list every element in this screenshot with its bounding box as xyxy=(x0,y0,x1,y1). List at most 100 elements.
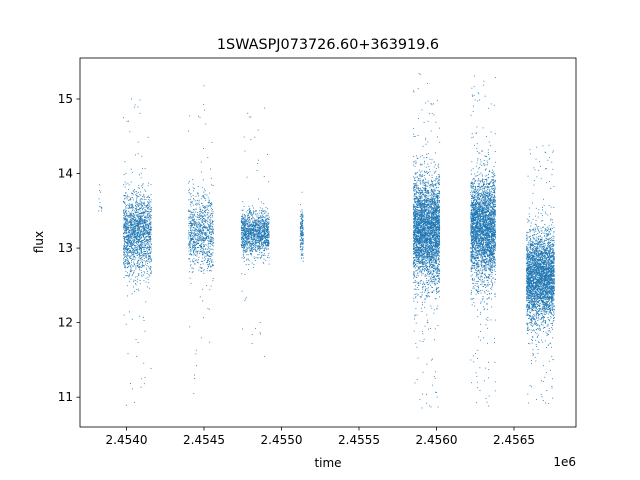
data-point xyxy=(197,115,199,117)
data-point xyxy=(146,286,148,288)
data-point xyxy=(196,240,198,242)
data-point xyxy=(200,244,201,246)
data-point xyxy=(130,218,132,220)
data-point xyxy=(431,264,433,266)
data-point xyxy=(210,265,212,267)
data-point xyxy=(249,240,251,242)
data-point xyxy=(132,223,134,225)
data-point xyxy=(204,224,206,226)
data-point xyxy=(140,214,142,216)
data-point xyxy=(149,247,150,249)
data-point xyxy=(302,225,304,227)
data-point xyxy=(150,251,152,253)
data-point xyxy=(434,339,435,341)
data-point xyxy=(188,209,190,211)
data-point xyxy=(436,227,438,229)
data-point xyxy=(99,190,101,192)
data-point xyxy=(132,210,133,212)
data-point xyxy=(261,256,263,258)
data-point xyxy=(252,227,254,228)
data-point xyxy=(129,241,131,243)
data-point xyxy=(431,201,433,203)
data-point xyxy=(414,206,416,208)
data-point xyxy=(260,226,262,228)
data-point xyxy=(257,246,259,248)
data-point xyxy=(209,240,211,242)
data-point xyxy=(209,245,211,247)
data-point xyxy=(426,363,428,365)
data-point xyxy=(253,207,254,209)
data-point xyxy=(196,250,198,252)
data-point xyxy=(261,201,263,203)
data-point xyxy=(132,228,134,230)
data-point xyxy=(123,314,125,316)
data-point xyxy=(193,261,195,263)
data-point xyxy=(137,227,138,229)
data-point xyxy=(147,246,149,248)
data-point xyxy=(201,243,202,245)
data-point xyxy=(242,222,244,223)
data-point xyxy=(139,234,140,236)
data-point xyxy=(196,235,198,236)
data-point xyxy=(127,259,129,261)
data-point xyxy=(245,264,247,266)
data-point xyxy=(246,237,248,239)
data-point xyxy=(211,202,213,204)
data-point xyxy=(134,219,136,221)
data-point xyxy=(125,266,127,268)
data-point xyxy=(302,241,304,243)
data-point xyxy=(141,223,143,225)
data-point xyxy=(137,226,139,228)
data-point xyxy=(128,261,129,263)
data-point xyxy=(427,191,429,193)
data-point xyxy=(202,248,204,250)
data-point xyxy=(432,277,434,278)
data-point xyxy=(197,247,199,248)
data-point xyxy=(127,240,129,242)
data-point xyxy=(149,220,151,222)
data-point xyxy=(189,223,191,224)
data-point xyxy=(140,226,141,228)
data-point xyxy=(130,264,132,266)
data-point xyxy=(147,236,149,238)
data-point xyxy=(127,236,129,238)
data-point xyxy=(150,194,152,196)
data-point xyxy=(195,349,197,351)
data-point xyxy=(249,250,251,252)
data-point xyxy=(252,243,254,245)
data-point xyxy=(246,248,248,250)
data-point xyxy=(133,224,135,226)
data-point xyxy=(188,233,190,235)
data-point xyxy=(148,247,150,249)
data-point xyxy=(250,237,252,239)
data-point xyxy=(200,245,201,247)
data-point xyxy=(210,212,212,214)
data-point xyxy=(209,289,211,291)
data-point xyxy=(150,237,151,239)
data-point xyxy=(192,247,194,249)
data-point xyxy=(143,226,145,228)
data-point xyxy=(192,216,194,218)
data-point xyxy=(436,227,438,229)
data-point xyxy=(301,214,302,216)
data-point xyxy=(208,217,209,219)
data-point xyxy=(139,244,141,246)
data-point xyxy=(300,243,302,245)
data-point xyxy=(242,236,244,238)
data-point xyxy=(242,223,244,224)
data-point xyxy=(263,243,265,244)
data-point xyxy=(263,211,265,213)
data-point xyxy=(421,407,423,409)
data-point xyxy=(202,229,204,231)
data-point xyxy=(199,218,201,220)
data-point xyxy=(265,245,267,246)
data-point xyxy=(135,212,137,214)
data-point xyxy=(124,237,126,239)
data-point xyxy=(416,201,418,203)
data-point xyxy=(207,227,209,229)
data-point xyxy=(417,272,419,274)
data-point xyxy=(148,223,150,225)
data-point xyxy=(422,183,424,185)
data-point xyxy=(127,204,129,206)
data-point xyxy=(200,217,202,219)
